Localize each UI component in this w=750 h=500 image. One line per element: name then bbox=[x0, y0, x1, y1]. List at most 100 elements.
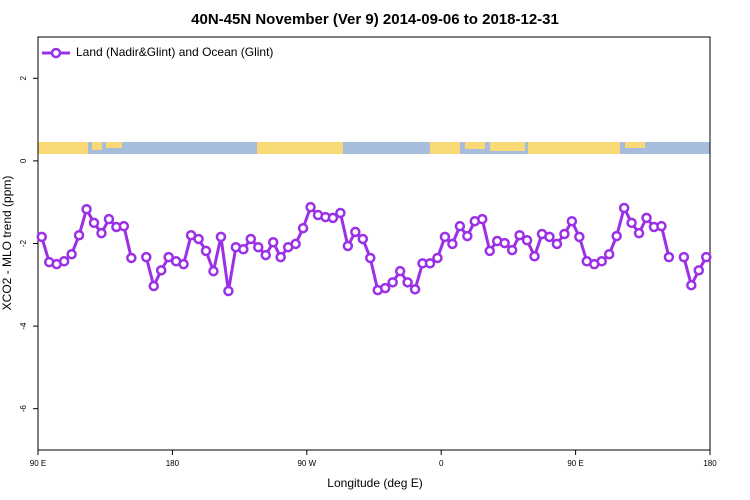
point bbox=[409, 284, 421, 295]
point bbox=[253, 241, 264, 253]
point bbox=[238, 244, 249, 255]
point bbox=[81, 203, 92, 215]
legend-marker bbox=[50, 47, 62, 59]
point bbox=[148, 280, 159, 292]
point bbox=[641, 212, 652, 224]
point bbox=[245, 233, 257, 245]
land-ocean-band bbox=[38, 142, 710, 154]
point bbox=[387, 277, 398, 288]
point bbox=[551, 238, 563, 250]
legend-label: Land (Nadir&Glint) and Ocean (Glint) bbox=[76, 45, 273, 59]
point bbox=[88, 217, 100, 229]
point bbox=[618, 202, 630, 214]
point bbox=[529, 251, 540, 262]
x-tick-label: 90 E bbox=[30, 459, 46, 468]
point bbox=[178, 258, 189, 270]
series-line bbox=[40, 203, 708, 293]
point bbox=[118, 220, 130, 232]
point bbox=[521, 234, 533, 246]
point bbox=[633, 227, 645, 239]
point bbox=[678, 251, 690, 263]
x-tick-label: 0 bbox=[439, 459, 444, 468]
point bbox=[454, 220, 466, 232]
point bbox=[73, 229, 85, 241]
y-tick-label: 2 bbox=[19, 76, 28, 81]
point bbox=[603, 248, 615, 260]
point bbox=[275, 251, 286, 263]
x-axis-label: Longitude (deg E) bbox=[327, 476, 422, 490]
point bbox=[208, 265, 219, 277]
land-band bbox=[106, 142, 122, 148]
point bbox=[424, 258, 436, 269]
point bbox=[514, 229, 525, 241]
land-band bbox=[625, 142, 645, 148]
plot-frame bbox=[37, 36, 711, 451]
point bbox=[656, 220, 667, 232]
point bbox=[103, 213, 115, 225]
land-band bbox=[465, 142, 485, 149]
point bbox=[96, 227, 107, 239]
point bbox=[290, 238, 301, 250]
point bbox=[379, 282, 391, 294]
x-tick-label: 90 E bbox=[567, 459, 583, 468]
point bbox=[365, 252, 376, 264]
y-tick-label: -2 bbox=[19, 239, 28, 247]
point bbox=[163, 251, 174, 263]
point bbox=[267, 237, 279, 248]
y-tick-label: -4 bbox=[19, 322, 28, 330]
point bbox=[626, 217, 637, 229]
x-tick-label: 180 bbox=[166, 459, 180, 468]
point bbox=[335, 207, 346, 219]
point bbox=[663, 251, 675, 263]
point bbox=[506, 244, 518, 256]
point bbox=[193, 233, 204, 245]
x-tick-label: 90 W bbox=[297, 459, 316, 468]
point bbox=[327, 212, 339, 224]
point bbox=[357, 233, 369, 245]
point bbox=[141, 251, 152, 263]
y-axis-label: XCO2 - MLO trend (ppm) bbox=[0, 176, 14, 311]
point bbox=[394, 265, 406, 277]
point bbox=[611, 230, 622, 242]
point bbox=[402, 277, 413, 288]
land-band bbox=[257, 142, 343, 154]
point bbox=[559, 228, 570, 240]
land-band bbox=[528, 142, 620, 154]
land-band bbox=[490, 142, 525, 151]
x-tick-label: 180 bbox=[703, 459, 717, 468]
point bbox=[155, 265, 167, 276]
point bbox=[223, 285, 234, 297]
point bbox=[432, 252, 443, 264]
point bbox=[305, 201, 316, 213]
point bbox=[66, 248, 77, 260]
point bbox=[297, 222, 309, 234]
point bbox=[693, 265, 705, 276]
point bbox=[566, 215, 578, 227]
point bbox=[499, 237, 510, 249]
point bbox=[462, 230, 473, 242]
point bbox=[342, 240, 354, 252]
point bbox=[596, 256, 607, 267]
y-tick-label: 0 bbox=[19, 158, 28, 163]
point bbox=[701, 251, 712, 263]
point bbox=[439, 231, 451, 243]
point bbox=[126, 252, 137, 264]
point bbox=[686, 279, 697, 291]
land-band bbox=[430, 142, 460, 154]
point bbox=[215, 231, 227, 243]
point bbox=[544, 231, 555, 243]
land-band bbox=[38, 142, 88, 154]
point bbox=[477, 213, 488, 225]
point bbox=[484, 245, 495, 257]
y-tick-label: -6 bbox=[19, 405, 28, 413]
land-band bbox=[92, 142, 102, 150]
point bbox=[574, 231, 585, 243]
point bbox=[350, 226, 361, 238]
point bbox=[58, 256, 70, 267]
point bbox=[447, 238, 458, 250]
point bbox=[200, 245, 212, 257]
point bbox=[36, 231, 47, 243]
point bbox=[260, 249, 271, 261]
chart-title: 40N-45N November (Ver 9) 2014-09-06 to 2… bbox=[191, 11, 559, 28]
